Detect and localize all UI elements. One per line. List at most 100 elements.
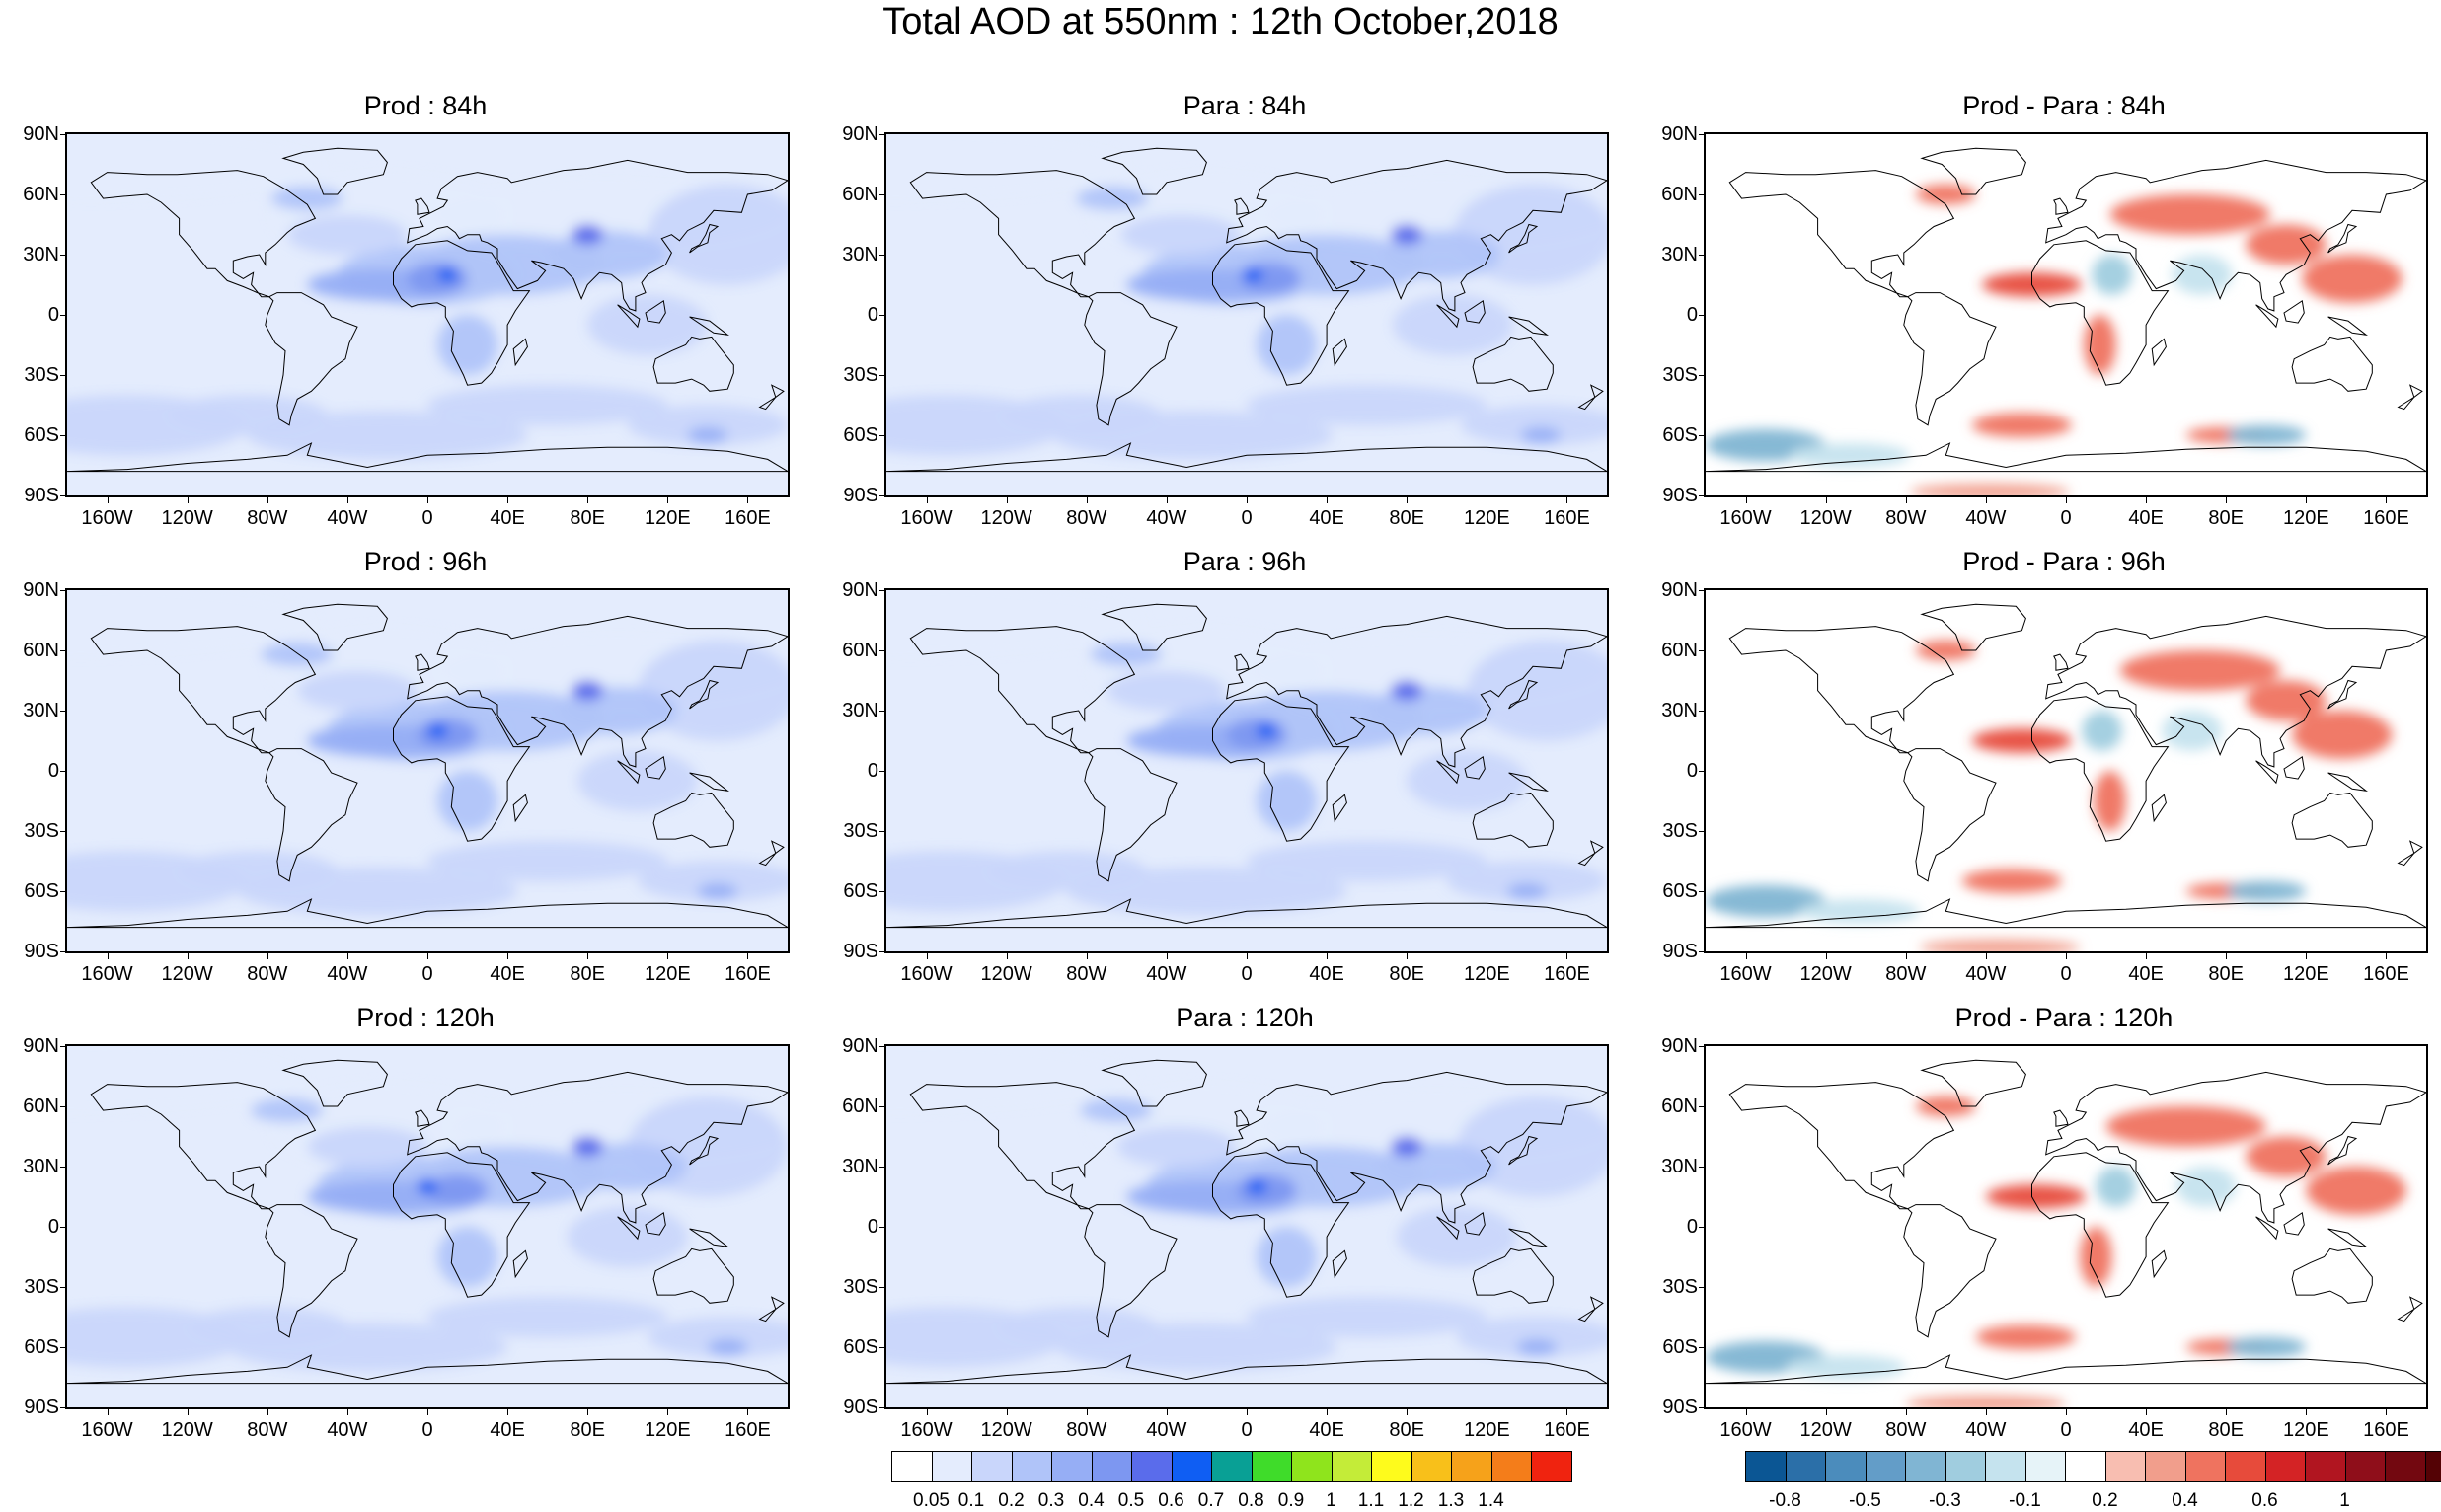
lon-tick-label: 0 (1212, 1419, 1281, 1441)
lat-tick-label: 0 (819, 760, 878, 782)
lat-tick-label: 90N (819, 123, 878, 145)
lon-tick (2306, 953, 2307, 959)
lon-tick (1906, 953, 1907, 959)
lon-tick-label: 80W (1052, 963, 1121, 985)
lat-tick (60, 951, 65, 952)
lon-tick (1746, 497, 1747, 503)
lat-tick (879, 1227, 884, 1228)
lon-tick-label: 40E (1292, 963, 1361, 985)
lon-tick (188, 1409, 189, 1415)
lat-tick (60, 315, 65, 316)
map-svg (886, 134, 1607, 495)
lat-tick-label: 90S (0, 485, 59, 506)
lat-tick-label: 90S (819, 485, 878, 506)
lon-tick (1007, 1409, 1008, 1415)
lon-tick (587, 1409, 588, 1415)
lon-tick-label: 80E (2191, 507, 2260, 529)
field-cell (1393, 295, 1513, 355)
lat-tick (1699, 891, 1704, 892)
lon-tick (927, 953, 928, 959)
lat-tick (60, 711, 65, 712)
field-cell (427, 841, 667, 881)
colorbar-swatch (1411, 1451, 1453, 1482)
lon-tick-label: 40W (1951, 963, 2021, 985)
lon-tick-label: 160W (73, 507, 142, 529)
colorbar-swatch (2345, 1451, 2387, 1482)
lat-tick (1699, 831, 1704, 832)
colorbar-swatch (2425, 1451, 2441, 1482)
lat-tick (1699, 435, 1704, 436)
field-cell (698, 883, 738, 899)
colorbar-swatch (1786, 1451, 1827, 1482)
lon-tick (747, 497, 748, 503)
colorbar-label: -0.5 (1836, 1490, 1895, 1512)
field-cell (2226, 425, 2306, 445)
lon-tick-label: 120W (1792, 1419, 1861, 1441)
lon-tick (1906, 497, 1907, 503)
lat-tick (1699, 771, 1704, 772)
field-cell (1120, 214, 1241, 255)
field-cell (2084, 315, 2115, 375)
lat-tick (1699, 495, 1704, 496)
lon-tick (667, 1409, 668, 1415)
lon-tick (2146, 953, 2147, 959)
map-svg (1706, 1046, 2426, 1407)
lon-tick-label: 160W (892, 507, 961, 529)
colorbar-label: -0.1 (1996, 1490, 2055, 1512)
field-cell (1391, 681, 1422, 701)
lat-tick-label: 0 (1639, 1216, 1698, 1238)
lat-tick-label: 30S (0, 820, 59, 842)
lon-tick-label: 40E (1292, 1419, 1361, 1441)
colorbar-label: 0.4 (2156, 1490, 2215, 1512)
lat-tick (60, 1407, 65, 1408)
field-cell (708, 1339, 748, 1355)
lat-tick-label: 0 (0, 304, 59, 326)
lon-tick (747, 1409, 748, 1415)
lat-tick (879, 315, 884, 316)
lat-tick-label: 90N (1639, 123, 1698, 145)
panel-title: Prod : 96h (65, 545, 786, 578)
field-cell (2247, 225, 2327, 265)
lat-tick (60, 771, 65, 772)
lat-tick-label: 60S (0, 424, 59, 446)
lon-tick-label: 120W (972, 963, 1041, 985)
lon-tick-label: 0 (2031, 963, 2100, 985)
lat-tick-label: 90S (0, 1397, 59, 1418)
lon-tick (1407, 1409, 1408, 1415)
lat-tick (1699, 1046, 1704, 1047)
map-area (884, 588, 1609, 953)
lat-tick (1699, 1287, 1704, 1288)
field-cell (1790, 443, 1910, 467)
lat-tick-label: 60S (0, 1336, 59, 1358)
field-cell (437, 1227, 497, 1287)
lon-tick (1167, 953, 1168, 959)
lon-tick (1906, 1409, 1907, 1415)
colorbar-swatch (1051, 1451, 1093, 1482)
lat-tick-label: 60S (0, 880, 59, 902)
lon-tick (1327, 1409, 1328, 1415)
lon-tick-label: 80W (233, 507, 302, 529)
field-cell (548, 231, 668, 279)
lon-tick (1986, 953, 1987, 959)
colorbar-swatch (1491, 1451, 1533, 1482)
lon-tick (2226, 953, 2227, 959)
field-cell (2106, 1106, 2266, 1147)
lon-tick-label: 0 (2031, 1419, 2100, 1441)
lon-tick-label: 80W (1871, 507, 1941, 529)
lat-tick-label: 60N (0, 1096, 59, 1117)
map-svg (67, 134, 788, 495)
lat-tick (1699, 315, 1704, 316)
lat-tick (1699, 1347, 1704, 1348)
lat-tick-label: 60S (1639, 880, 1698, 902)
lon-tick (1746, 953, 1747, 959)
lat-tick (879, 375, 884, 376)
lat-tick-label: 0 (0, 1216, 59, 1238)
field-cell (1786, 1355, 1906, 1379)
lon-tick-label: 40W (1132, 1419, 1201, 1441)
field-cell (1972, 728, 2072, 752)
